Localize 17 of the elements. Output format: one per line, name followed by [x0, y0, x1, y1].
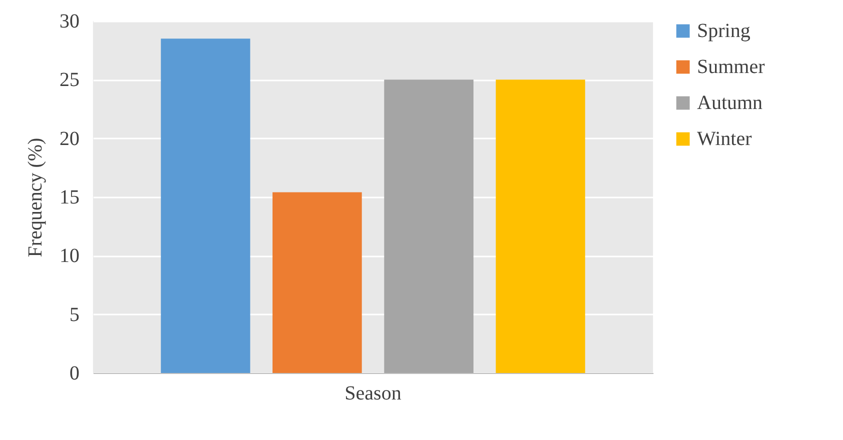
legend-label: Spring [697, 20, 750, 42]
y-tick-label: 20 [60, 128, 80, 150]
legend-label: Autumn [697, 92, 763, 114]
bar [160, 38, 250, 373]
legend-label: Summer [697, 56, 766, 78]
bar [496, 80, 586, 373]
y-tick-label: 15 [60, 186, 80, 208]
y-tick-label: 5 [70, 304, 80, 326]
y-axis-title: Frequency (%) [24, 138, 46, 258]
y-tick-label: 10 [60, 245, 80, 268]
x-tick-label: Season [344, 382, 402, 404]
bar [272, 192, 362, 373]
y-tick-label: 30 [60, 10, 80, 32]
legend-label: Winter [697, 128, 752, 150]
bar [384, 80, 474, 373]
y-tick-label: 0 [70, 362, 80, 384]
y-tick-label: 25 [60, 69, 80, 92]
